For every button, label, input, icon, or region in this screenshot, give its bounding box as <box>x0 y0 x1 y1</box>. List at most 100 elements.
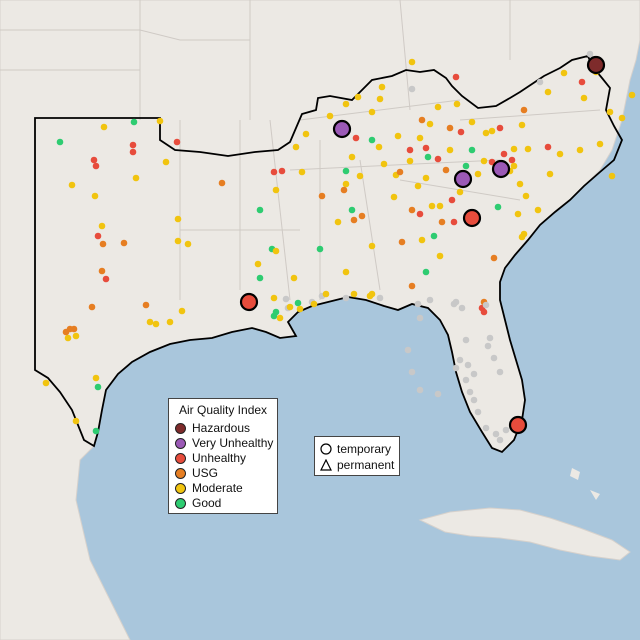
station-marker[interactable] <box>442 166 450 174</box>
station-marker[interactable] <box>422 174 430 182</box>
station-marker[interactable] <box>474 170 482 178</box>
station-marker[interactable] <box>218 179 226 187</box>
station-marker[interactable] <box>452 364 460 372</box>
station-marker[interactable] <box>508 156 516 164</box>
station-marker[interactable] <box>510 162 518 170</box>
station-marker[interactable] <box>422 268 430 276</box>
station-marker[interactable] <box>366 292 374 300</box>
station-marker[interactable] <box>618 114 626 122</box>
station-marker[interactable] <box>342 180 350 188</box>
station-marker[interactable] <box>418 236 426 244</box>
station-marker[interactable] <box>129 141 137 149</box>
station-marker[interactable] <box>88 303 96 311</box>
station-marker[interactable] <box>56 138 64 146</box>
station-marker[interactable] <box>294 299 302 307</box>
station-marker[interactable] <box>436 252 444 260</box>
station-marker[interactable] <box>298 168 306 176</box>
station-marker[interactable] <box>446 146 454 154</box>
station-marker[interactable] <box>608 172 616 180</box>
station-marker[interactable] <box>446 124 454 132</box>
station-marker[interactable] <box>184 240 192 248</box>
station-marker-large[interactable] <box>508 415 528 435</box>
station-marker[interactable] <box>576 146 584 154</box>
station-marker[interactable] <box>178 307 186 315</box>
station-marker[interactable] <box>452 73 460 81</box>
station-marker[interactable] <box>174 237 182 245</box>
station-marker[interactable] <box>92 427 100 435</box>
station-marker[interactable] <box>480 157 488 165</box>
station-marker[interactable] <box>254 260 262 268</box>
station-marker[interactable] <box>586 50 594 58</box>
station-marker[interactable] <box>486 334 494 342</box>
station-marker[interactable] <box>448 196 456 204</box>
station-marker[interactable] <box>326 112 334 120</box>
station-marker[interactable] <box>302 130 310 138</box>
station-marker[interactable] <box>416 210 424 218</box>
station-marker[interactable] <box>256 206 264 214</box>
station-marker[interactable] <box>296 305 304 313</box>
station-marker[interactable] <box>152 320 160 328</box>
station-marker[interactable] <box>458 304 466 312</box>
station-marker[interactable] <box>70 325 78 333</box>
station-marker[interactable] <box>286 303 294 311</box>
station-marker[interactable] <box>457 128 465 136</box>
station-marker[interactable] <box>99 240 107 248</box>
station-marker[interactable] <box>276 314 284 322</box>
station-marker[interactable] <box>173 138 181 146</box>
station-marker[interactable] <box>272 186 280 194</box>
station-marker[interactable] <box>462 162 470 170</box>
station-marker[interactable] <box>390 193 398 201</box>
station-marker[interactable] <box>166 318 174 326</box>
station-marker[interactable] <box>492 430 500 438</box>
station-marker[interactable] <box>452 298 460 306</box>
station-marker[interactable] <box>92 162 100 170</box>
station-marker[interactable] <box>406 157 414 165</box>
station-marker[interactable] <box>470 396 478 404</box>
station-marker[interactable] <box>378 83 386 91</box>
station-marker[interactable] <box>520 106 528 114</box>
station-marker[interactable] <box>292 143 300 151</box>
station-marker-large[interactable] <box>586 55 606 75</box>
station-marker[interactable] <box>536 78 544 86</box>
station-marker[interactable] <box>310 300 318 308</box>
station-marker[interactable] <box>578 78 586 86</box>
station-marker[interactable] <box>256 274 264 282</box>
station-marker[interactable] <box>396 168 404 176</box>
station-marker[interactable] <box>368 242 376 250</box>
station-marker[interactable] <box>462 336 470 344</box>
station-marker[interactable] <box>408 58 416 66</box>
station-marker[interactable] <box>120 239 128 247</box>
station-marker[interactable] <box>414 300 422 308</box>
station-marker[interactable] <box>162 158 170 166</box>
station-marker[interactable] <box>606 108 614 116</box>
station-marker[interactable] <box>556 150 564 158</box>
station-marker[interactable] <box>98 222 106 230</box>
station-marker[interactable] <box>544 143 552 151</box>
station-marker[interactable] <box>376 294 384 302</box>
station-marker[interactable] <box>90 156 98 164</box>
station-marker[interactable] <box>398 238 406 246</box>
station-marker[interactable] <box>404 346 412 354</box>
station-marker[interactable] <box>434 155 442 163</box>
station-marker[interactable] <box>494 203 502 211</box>
station-marker[interactable] <box>340 186 348 194</box>
station-marker[interactable] <box>64 334 72 342</box>
station-marker[interactable] <box>146 318 154 326</box>
station-marker[interactable] <box>129 148 137 156</box>
station-marker[interactable] <box>174 215 182 223</box>
station-marker[interactable] <box>68 181 76 189</box>
station-marker[interactable] <box>484 342 492 350</box>
station-marker[interactable] <box>342 268 350 276</box>
station-marker[interactable] <box>272 308 280 316</box>
station-marker[interactable] <box>453 100 461 108</box>
station-marker[interactable] <box>102 275 110 283</box>
station-marker[interactable] <box>466 388 474 396</box>
station-marker[interactable] <box>496 436 504 444</box>
station-marker[interactable] <box>342 100 350 108</box>
station-marker[interactable] <box>278 167 286 175</box>
station-marker[interactable] <box>408 85 416 93</box>
station-marker[interactable] <box>356 172 364 180</box>
station-marker[interactable] <box>348 206 356 214</box>
station-marker[interactable] <box>434 103 442 111</box>
